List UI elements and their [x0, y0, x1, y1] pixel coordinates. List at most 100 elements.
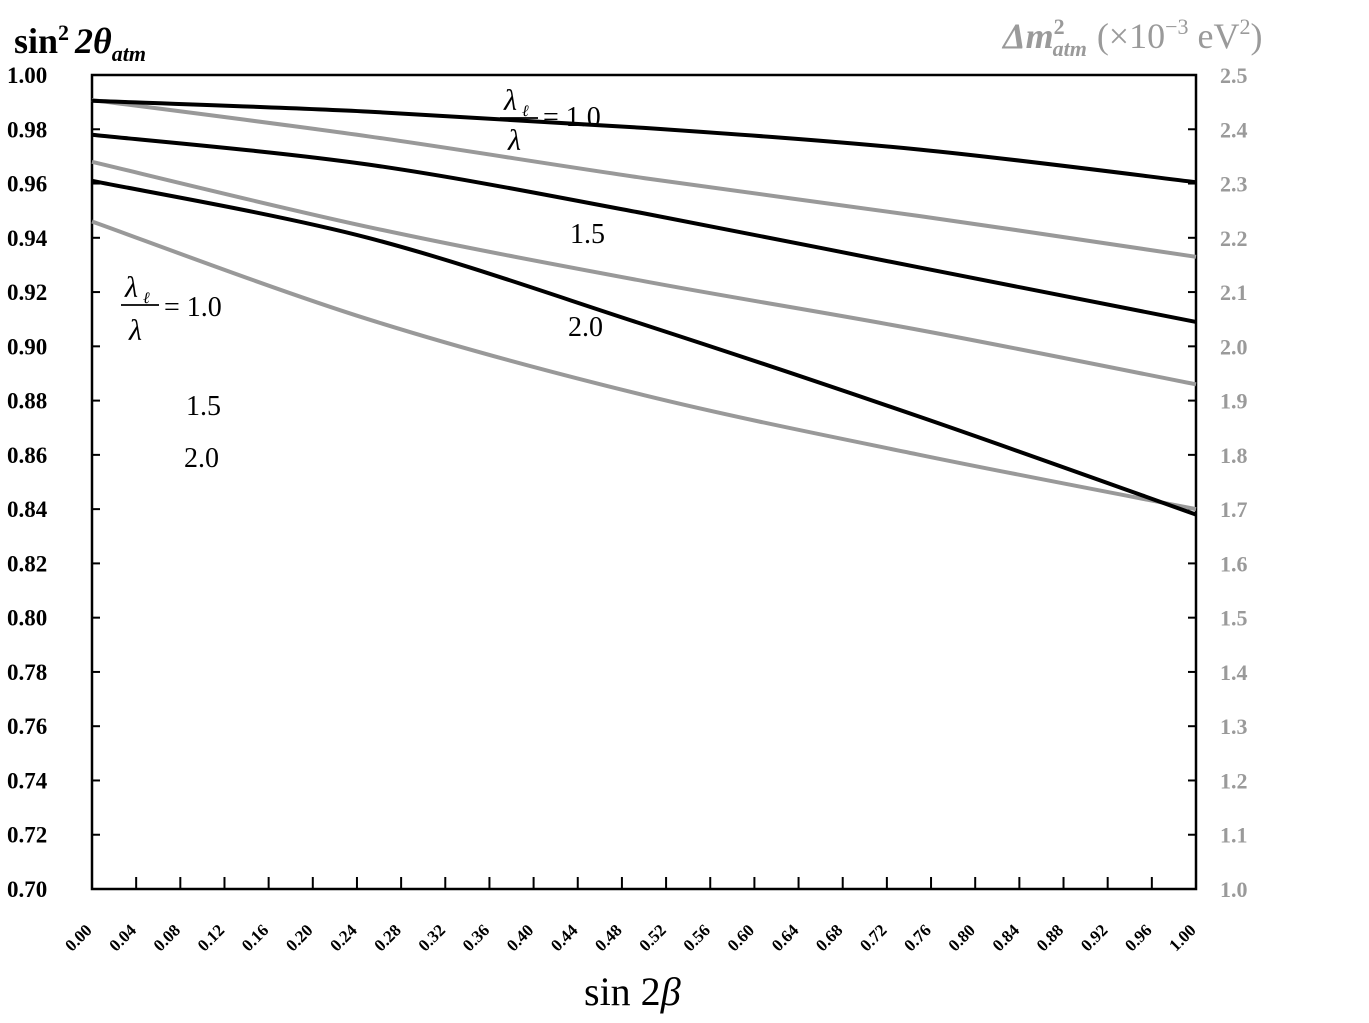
x-tick-label: 0.00	[61, 921, 95, 955]
x-tick-label: 0.48	[591, 921, 625, 955]
y-right-tick-label: 2.0	[1220, 334, 1248, 359]
x-tick-label: 0.20	[282, 921, 316, 955]
gray-annotation-top-denom: λ	[507, 124, 521, 157]
x-tick-label: 0.60	[724, 921, 758, 955]
y-left-title-2theta: 2θ	[74, 21, 112, 61]
gray-annotation-top-numer: λ	[503, 84, 517, 117]
y-right-tick-label: 1.0	[1220, 877, 1248, 902]
y-right-tick-label: 2.5	[1220, 63, 1248, 88]
y-right-title-ev-sup: 2	[1240, 14, 1251, 39]
right-series-line	[91, 159, 1197, 387]
y-left-tick-label: 0.96	[7, 172, 47, 197]
y-right-tick-label: 1.6	[1220, 551, 1248, 576]
left-series-line	[91, 98, 1197, 185]
y-left-title-sin: sin	[14, 21, 58, 61]
y-left-tick-label: 0.74	[7, 768, 48, 793]
x-tick-label: 0.56	[680, 921, 714, 955]
left-series-line	[91, 132, 1197, 324]
x-tick-label: 0.80	[944, 921, 978, 955]
black-annotation-mid: 1.5	[186, 391, 221, 422]
x-tick-label: 0.92	[1077, 921, 1111, 955]
y-left-tick-label: 0.90	[7, 334, 47, 359]
x-tick-label: 0.64	[768, 920, 803, 955]
y-right-title-dm: Δm	[1001, 16, 1054, 56]
x-tick-label: 1.00	[1165, 921, 1199, 955]
gray-annotation-mid: 1.5	[570, 219, 605, 250]
y-left-axis-title: sin2 2θatm	[14, 20, 146, 66]
y-right-axis-ticks	[1188, 74, 1196, 890]
x-tick-label: 0.96	[1121, 921, 1155, 955]
y-right-tick-label: 2.4	[1220, 117, 1248, 142]
y-right-title-sub: atm	[1053, 36, 1087, 61]
x-tick-label: 0.88	[1033, 921, 1067, 955]
y-right-title-ev: eV	[1189, 16, 1240, 56]
y-left-tick-label: 0.84	[7, 497, 48, 522]
y-left-tick-label: 0.98	[7, 117, 47, 142]
y-left-tick-label: 0.78	[7, 660, 47, 685]
y-right-tick-label: 2.1	[1220, 280, 1248, 305]
left-series-line	[91, 178, 1197, 517]
y-left-axis-tick-labels: 1.00 0.98 0.96 0.94 0.92 0.90 0.88 0.86 0.84 0.82…	[7, 63, 48, 902]
x-tick-label: 0.72	[856, 921, 890, 955]
x-tick-label: 0.32	[415, 921, 449, 955]
y-left-title-sup: 2	[58, 20, 69, 45]
left-axis-series	[91, 98, 1197, 517]
right-series-line	[91, 98, 1197, 259]
x-tick-label: 0.76	[900, 921, 934, 955]
x-tick-label: 0.28	[370, 921, 404, 955]
gray-annotation-top: λ ℓ λ = 1.0	[500, 84, 601, 157]
black-annotation-top: λ ℓ λ = 1.0	[121, 271, 222, 347]
y-right-tick-label: 1.4	[1220, 660, 1248, 685]
y-left-tick-label: 0.92	[7, 280, 47, 305]
y-left-title-sub: atm	[112, 41, 146, 66]
y-right-tick-label: 1.3	[1220, 714, 1248, 739]
x-tick-label: 0.84	[989, 920, 1024, 955]
y-right-tick-label: 1.1	[1220, 823, 1248, 848]
black-annotation-top-numer-sub: ℓ	[143, 290, 150, 307]
right-axis-series	[91, 98, 1197, 512]
x-axis-tick-labels: 0.00 0.04 0.08 0.12 0.16 0.20 0.24 0.28 0.32 0.36…	[61, 920, 1199, 955]
right-series-line	[91, 219, 1197, 512]
y-right-title-close: )	[1251, 16, 1263, 56]
x-tick-label: 0.36	[459, 921, 493, 955]
x-tick-label: 0.40	[503, 921, 537, 955]
y-right-tick-label: 1.5	[1220, 606, 1248, 631]
y-right-tick-label: 1.8	[1220, 443, 1248, 468]
y-left-tick-label: 1.00	[7, 63, 47, 88]
x-tick-label: 0.44	[547, 920, 582, 955]
y-right-tick-label: 1.2	[1220, 768, 1248, 793]
x-tick-label: 0.04	[105, 920, 140, 955]
y-right-tick-label: 2.3	[1220, 172, 1248, 197]
y-left-tick-label: 0.76	[7, 714, 47, 739]
y-left-tick-label: 0.88	[7, 389, 47, 414]
y-left-tick-label: 0.86	[7, 443, 47, 468]
x-tick-label: 0.12	[194, 921, 228, 955]
x-tick-label: 0.16	[238, 921, 272, 955]
gray-annotation-top-numer-sub: ℓ	[522, 103, 529, 120]
y-right-tick-label: 2.2	[1220, 226, 1248, 251]
gray-annotation-top-value: = 1.0	[543, 102, 601, 133]
x-title-main: sin 2	[584, 969, 661, 1014]
y-left-tick-label: 0.72	[7, 823, 47, 848]
y-right-tick-label: 1.7	[1220, 497, 1248, 522]
y-right-tick-label: 1.9	[1220, 389, 1248, 414]
black-annotation-top-numer: λ	[124, 271, 138, 304]
y-left-tick-label: 0.70	[7, 877, 47, 902]
x-tick-label: 0.08	[150, 921, 184, 955]
y-right-axis-title: Δm2 atm (×10−3 eV2)	[1001, 14, 1263, 61]
plot-frame	[90, 73, 1198, 891]
y-right-axis-tick-labels: 2.5 2.4 2.3 2.2 2.1 2.0 1.9 1.8 1.7 1.6 1.5 1.4 1.3 1…	[1220, 63, 1248, 902]
x-tick-label: 0.52	[635, 921, 669, 955]
x-tick-label: 0.68	[812, 921, 846, 955]
y-right-title-units: (×10	[1097, 16, 1165, 56]
gray-annotation-low: 2.0	[568, 312, 603, 343]
x-tick-label: 0.24	[326, 920, 361, 955]
y-right-title-sup: 2	[1054, 14, 1065, 39]
black-annotation-top-value: = 1.0	[164, 292, 222, 323]
black-annotation-top-denom: λ	[128, 314, 142, 347]
y-left-axis-ticks	[92, 74, 100, 890]
black-annotation-low: 2.0	[184, 443, 219, 474]
x-title-beta: β	[660, 969, 681, 1014]
x-axis-ticks	[135, 877, 1153, 889]
